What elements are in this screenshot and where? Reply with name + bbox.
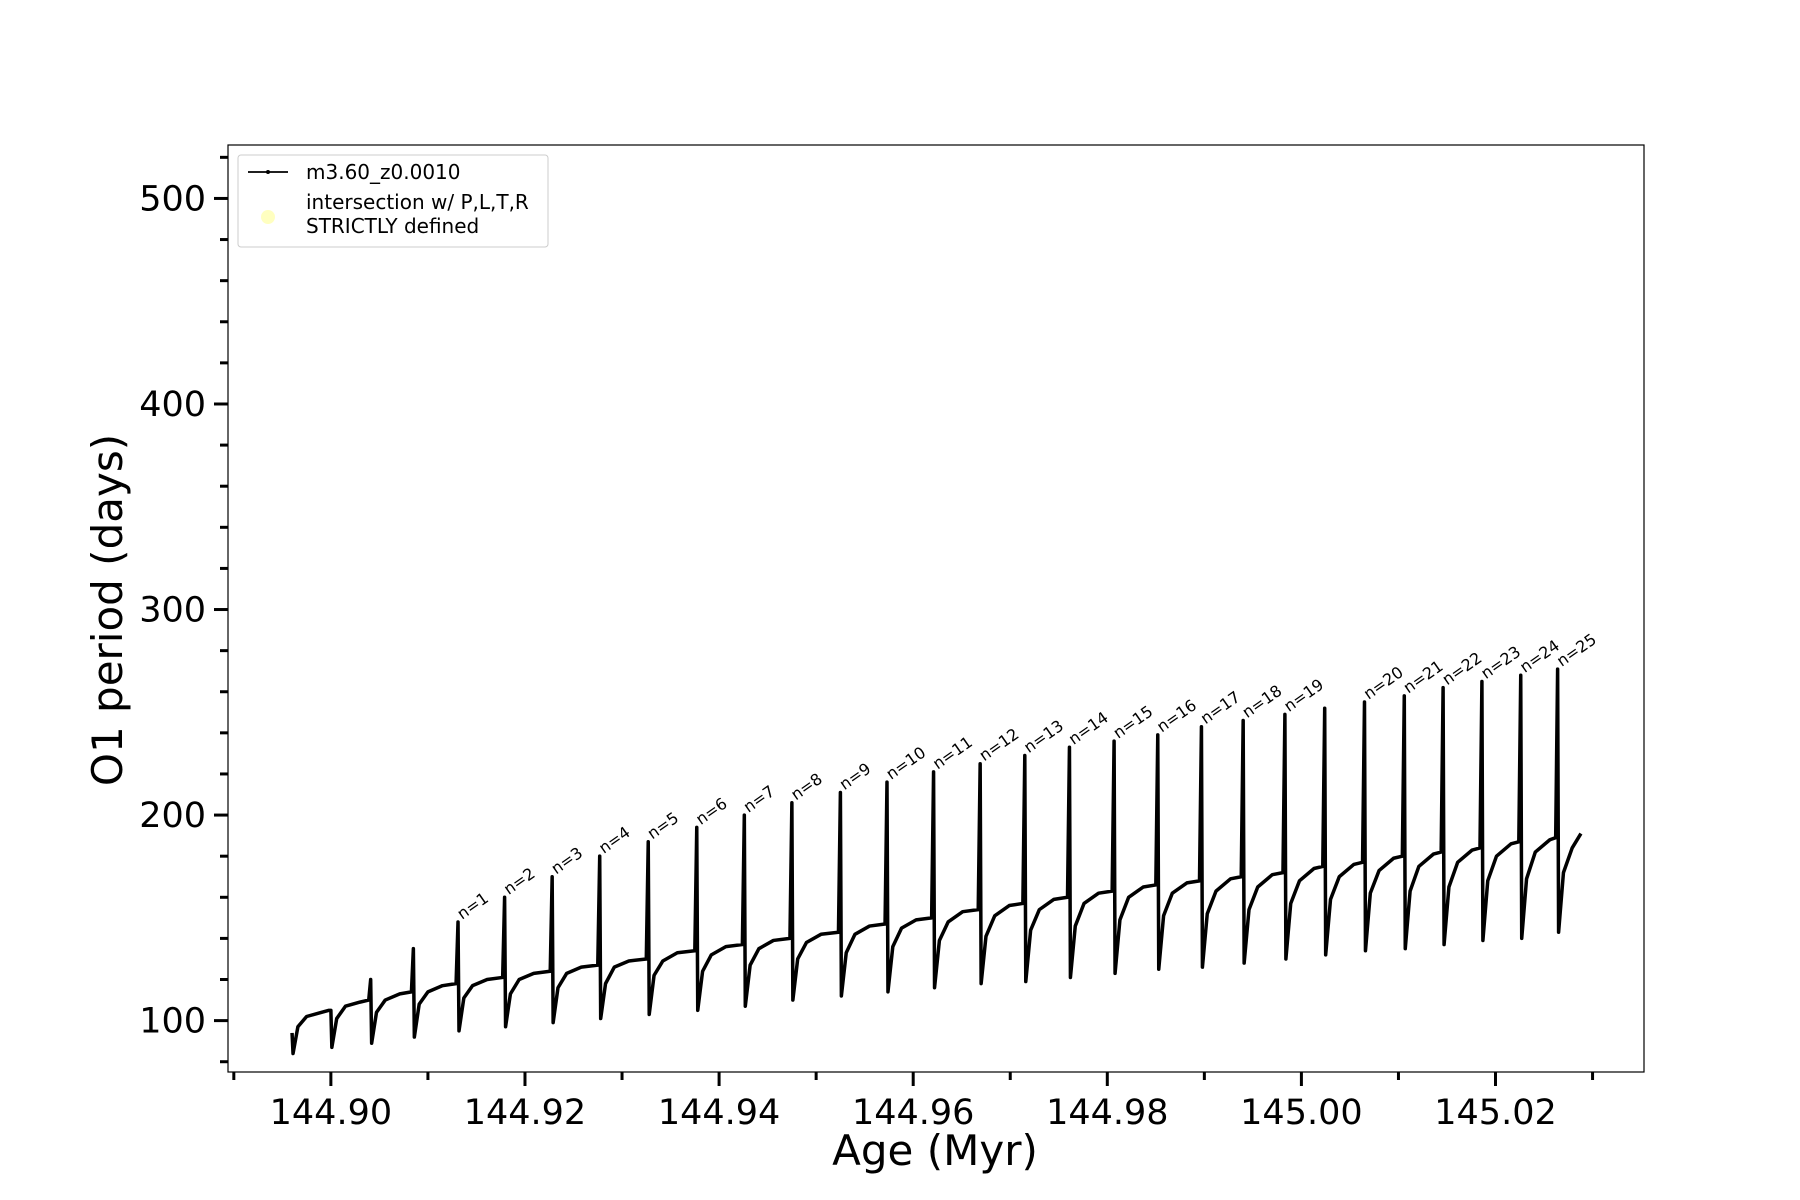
annotation: n=7 <box>740 781 779 816</box>
annotation-label: n=25 <box>1553 630 1600 671</box>
annotation-label: n=8 <box>787 769 826 804</box>
x-tick-label: 144.94 <box>658 1093 780 1133</box>
annotation-label: n=15 <box>1109 702 1156 743</box>
annotation: n=11 <box>929 732 976 773</box>
annotation-label: n=14 <box>1065 708 1112 749</box>
annotation-label: n=18 <box>1239 681 1286 722</box>
annotation-label: n=11 <box>929 732 976 773</box>
x-tick-label: 144.90 <box>270 1093 392 1133</box>
annotation: n=10 <box>882 743 929 784</box>
annotation: n=14 <box>1065 708 1112 749</box>
annotation-label: n=6 <box>692 794 731 829</box>
legend-marker <box>261 210 275 224</box>
annotation-label: n=3 <box>548 843 587 878</box>
annotation-label: n=7 <box>740 781 779 816</box>
annotation-label: n=19 <box>1280 675 1327 716</box>
annotation: n=18 <box>1239 681 1286 722</box>
plot-frame <box>227 144 1645 1073</box>
y-tick-label: 400 <box>139 385 206 425</box>
x-tick-label: 144.98 <box>1046 1093 1168 1133</box>
y-tick-label: 500 <box>139 179 206 219</box>
x-tick-label: 144.96 <box>852 1093 974 1133</box>
annotation-label: n=2 <box>500 864 539 899</box>
y-tick-label: 100 <box>139 1002 206 1042</box>
annotation: n=21 <box>1400 656 1447 697</box>
annotation: n=13 <box>1020 716 1067 757</box>
y-tick-label: 200 <box>139 796 206 836</box>
annotation: n=4 <box>595 823 634 858</box>
annotation: n=12 <box>976 724 1023 765</box>
x-tick-label: 145.02 <box>1434 1093 1556 1133</box>
annotation-label: n=5 <box>644 808 683 843</box>
y-axis-label: O1 period (days) <box>83 434 132 786</box>
annotation: n=2 <box>500 864 539 899</box>
annotation: n=5 <box>644 808 683 843</box>
annotation: n=16 <box>1153 695 1200 736</box>
annotation: n=17 <box>1197 687 1244 728</box>
legend-marker <box>266 170 270 174</box>
annotation-label: n=1 <box>453 888 492 923</box>
x-axis-label: Age (Myr) <box>832 1126 1038 1175</box>
annotation: n=25 <box>1553 630 1600 671</box>
legend-label: STRICTLY defined <box>306 214 479 238</box>
annotation-label: n=4 <box>595 823 634 858</box>
data-line <box>290 667 1583 1056</box>
annotation: n=6 <box>692 794 731 829</box>
x-tick-label: 145.00 <box>1240 1093 1362 1133</box>
legend-label: intersection w/ P,L,T,R <box>306 190 529 214</box>
annotation: n=15 <box>1109 702 1156 743</box>
annotation-label: n=21 <box>1400 656 1447 697</box>
annotation: n=8 <box>787 769 826 804</box>
x-tick-label: 144.92 <box>464 1093 586 1133</box>
annotation: n=9 <box>836 759 875 794</box>
annotation-label: n=9 <box>836 759 875 794</box>
annotation: n=19 <box>1280 675 1327 716</box>
annotation-label: n=13 <box>1020 716 1067 757</box>
annotation-label: n=12 <box>976 724 1023 765</box>
annotation: n=3 <box>548 843 587 878</box>
annotation-label: n=10 <box>882 743 929 784</box>
annotation-label: n=17 <box>1197 687 1244 728</box>
annotation: n=1 <box>453 888 492 923</box>
legend-box <box>237 154 549 248</box>
legend-label: m3.60_z0.0010 <box>306 160 461 184</box>
annotation-label: n=16 <box>1153 695 1200 736</box>
y-tick-label: 300 <box>139 591 206 631</box>
